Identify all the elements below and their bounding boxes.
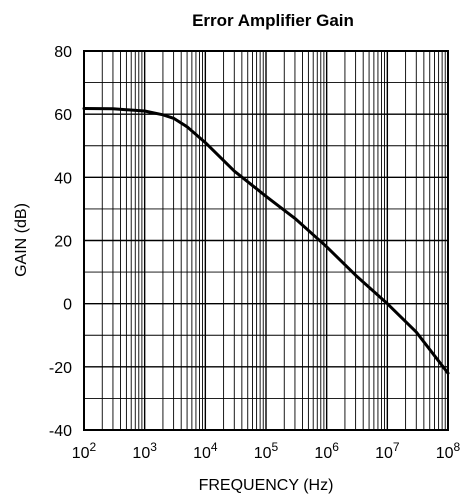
chart-title: Error Amplifier Gain bbox=[192, 11, 354, 30]
x-axis-label: FREQUENCY (Hz) bbox=[199, 477, 334, 494]
series-line-gain bbox=[82, 106, 450, 375]
series-layer bbox=[82, 106, 450, 375]
y-tick-label: 40 bbox=[54, 170, 72, 187]
x-tick-label: 107 bbox=[375, 440, 400, 462]
y-tick-label: 20 bbox=[54, 234, 72, 251]
y-axis-label: GAIN (dB) bbox=[13, 203, 30, 277]
y-tick-label: 0 bbox=[63, 297, 72, 314]
grid bbox=[83, 50, 448, 431]
x-tick-label: 108 bbox=[436, 440, 461, 462]
y-tick-label: -20 bbox=[49, 360, 72, 377]
x-tick-label: 102 bbox=[72, 440, 97, 462]
x-tick-label: 106 bbox=[314, 440, 339, 462]
y-tick-labels: -40 -20 0 20 40 60 80 bbox=[49, 44, 72, 440]
y-tick-label: 60 bbox=[54, 107, 72, 124]
x-tick-label: 103 bbox=[132, 440, 157, 462]
x-tick-labels: 102 103 104 105 106 107 108 bbox=[72, 440, 461, 462]
y-tick-label: 80 bbox=[54, 44, 72, 61]
plot-frame bbox=[83, 50, 449, 431]
y-tick-label: -40 bbox=[49, 423, 72, 440]
x-tick-label: 105 bbox=[254, 440, 279, 462]
x-tick-label: 104 bbox=[193, 440, 218, 462]
